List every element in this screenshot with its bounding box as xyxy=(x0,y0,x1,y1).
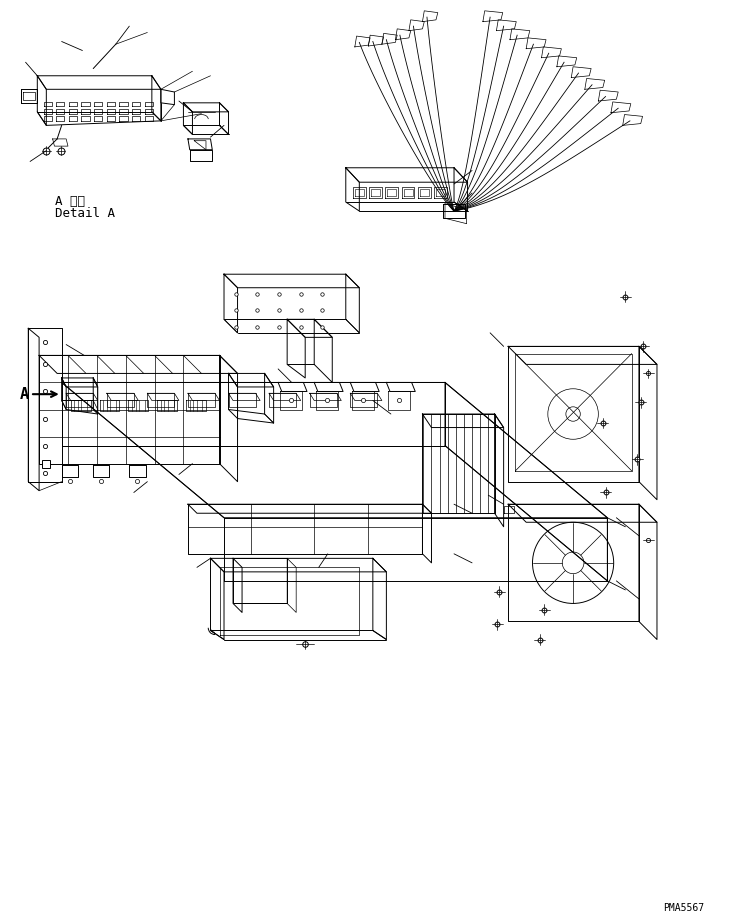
Text: PMA5567: PMA5567 xyxy=(664,903,704,913)
Text: A: A xyxy=(19,386,28,402)
Text: A 詳細: A 詳細 xyxy=(55,195,85,208)
Text: Detail A: Detail A xyxy=(55,207,115,220)
